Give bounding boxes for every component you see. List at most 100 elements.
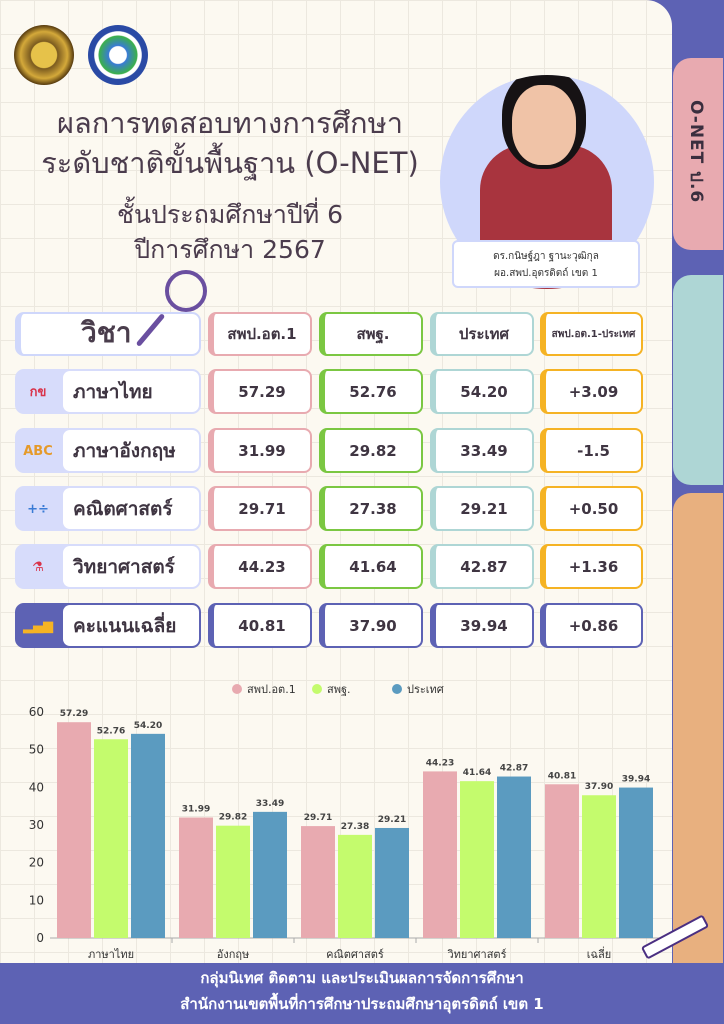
score-cell: 37.90 <box>319 603 423 648</box>
y-tick-label: 0 <box>36 931 44 945</box>
score-cell: 33.49 <box>430 428 534 473</box>
bar-value-label: 52.76 <box>97 726 125 736</box>
x-tick-label: ภาษาไทย <box>88 948 134 961</box>
score-cell: 42.87 <box>430 544 534 589</box>
subject-label: คะแนนเฉลี่ย <box>63 605 199 646</box>
score-cell: +3.09 <box>540 369 643 414</box>
director-name: ดร.กนิษฐ์ฎา ฐานะวุฒิกุล <box>493 251 599 262</box>
score-cell: 40.81 <box>208 603 312 648</box>
score-cell: +1.36 <box>540 544 643 589</box>
y-tick-label: 40 <box>29 780 44 794</box>
bar <box>94 739 128 938</box>
x-tick-label: วิทยาศาสตร์ <box>447 948 507 961</box>
header-col-2: สพฐ. <box>319 312 423 356</box>
legend-label: สพฐ. <box>327 683 351 696</box>
bar <box>179 817 213 938</box>
bar <box>497 776 531 938</box>
bar-value-label: 39.94 <box>622 775 650 785</box>
subject-cell: +÷ คณิตศาสตร์ <box>15 486 201 531</box>
y-tick-label: 30 <box>29 818 44 832</box>
bar <box>253 811 287 938</box>
bar <box>375 827 409 938</box>
bar-value-label: 29.82 <box>219 813 247 823</box>
score-cell: 44.23 <box>208 544 312 589</box>
bar <box>545 784 579 938</box>
bar-value-label: 57.29 <box>60 709 88 719</box>
x-tick-label: อังกฤษ <box>217 948 250 961</box>
score-cell: 57.29 <box>208 369 312 414</box>
header-subject: วิชา <box>15 312 201 356</box>
bar <box>301 826 335 938</box>
score-cell: +0.86 <box>540 603 643 648</box>
thai-letters-icon: กข <box>29 385 47 400</box>
header-col-4: สพป.อต.1-ประเทศ <box>540 312 643 356</box>
y-tick-label: 50 <box>29 743 44 757</box>
side-tab-label: O-NET ป.6 <box>686 100 706 204</box>
y-tick-label: 10 <box>29 893 44 907</box>
grade-label: ชั้นประถมศึกษาปีที่ 6 <box>116 200 344 229</box>
title-line-2: ระดับชาติขั้นพื้นฐาน (O-NET) <box>41 146 419 180</box>
legend-swatch <box>392 684 402 694</box>
bar-value-label: 29.71 <box>304 813 332 823</box>
score-cell: -1.5 <box>540 428 643 473</box>
x-tick-label: เฉลี่ย <box>587 946 611 961</box>
bar-value-label: 33.49 <box>256 799 284 809</box>
subject-label: วิทยาศาสตร์ <box>63 546 199 587</box>
header-col-1: สพป.อต.1 <box>208 312 312 356</box>
legend-label: ประเทศ <box>407 683 444 696</box>
year-label: ปีการศึกษา 2567 <box>134 235 326 264</box>
subject-cell: ▂▄▆ คะแนนเฉลี่ย <box>15 603 201 648</box>
math-symbols-icon: +÷ <box>27 502 49 517</box>
subject-label: ภาษาไทย <box>63 371 199 412</box>
subject-cell: ABC ภาษาอังกฤษ <box>15 428 201 473</box>
bar-value-label: 31.99 <box>182 805 210 815</box>
bar <box>619 787 653 938</box>
legend-swatch <box>312 684 322 694</box>
abc-icon: ABC <box>23 444 53 459</box>
subject-label: คณิตศาสตร์ <box>63 488 199 529</box>
y-tick-label: 20 <box>29 856 44 870</box>
bar <box>423 771 457 938</box>
office-logo <box>88 25 148 85</box>
legend-swatch <box>232 684 242 694</box>
bar-value-label: 42.87 <box>500 764 528 774</box>
bar <box>131 733 165 938</box>
header-col-3: ประเทศ <box>430 312 534 356</box>
subject-label: ภาษาอังกฤษ <box>63 430 199 471</box>
title-line-1: ผลการทดสอบทางการศึกษา <box>56 106 403 140</box>
bar <box>582 795 616 938</box>
subject-cell: ⚗ วิทยาศาสตร์ <box>15 544 201 589</box>
score-cell: 52.76 <box>319 369 423 414</box>
score-cell: 41.64 <box>319 544 423 589</box>
bar-value-label: 40.81 <box>548 771 576 781</box>
side-tab-teal <box>673 275 723 485</box>
score-cell: 29.71 <box>208 486 312 531</box>
director-position: ผอ.สพป.อุตรดิตถ์ เขต 1 <box>494 268 598 279</box>
science-flask-icon: ⚗ <box>32 560 44 575</box>
side-tab-pink <box>673 58 723 250</box>
bar-value-label: 27.38 <box>341 822 369 832</box>
footer-line-1: กลุ่มนิเทศ ติดตาม และประเมินผลการจัดการศ… <box>200 969 524 987</box>
magnifier-icon <box>165 270 207 312</box>
bar <box>460 781 494 938</box>
footer-line-2: สำนักงานเขตพื้นที่การศึกษาประถมศึกษาอุตร… <box>180 995 544 1013</box>
score-cell: 39.94 <box>430 603 534 648</box>
bar <box>338 834 372 938</box>
legend-label: สพป.อต.1 <box>247 683 296 696</box>
side-tab-orange <box>673 493 723 963</box>
bar-value-label: 44.23 <box>426 758 454 768</box>
director-name-card: ดร.กนิษฐ์ฎา ฐานะวุฒิกุล ผอ.สพป.อุตรดิตถ์… <box>452 240 640 288</box>
subject-cell: กข ภาษาไทย <box>15 369 201 414</box>
score-cell: 27.38 <box>319 486 423 531</box>
score-cell: 29.82 <box>319 428 423 473</box>
x-tick-label: คณิตศาสตร์ <box>326 948 384 961</box>
bar <box>216 825 250 938</box>
bar-value-label: 54.20 <box>134 721 162 731</box>
bar-chart-clock-icon: ▂▄▆ <box>23 619 53 634</box>
bar-value-label: 37.90 <box>585 782 613 792</box>
score-cell: 29.21 <box>430 486 534 531</box>
y-tick-label: 60 <box>29 705 44 719</box>
bar <box>57 722 91 938</box>
obec-emblem-logo <box>14 25 74 85</box>
